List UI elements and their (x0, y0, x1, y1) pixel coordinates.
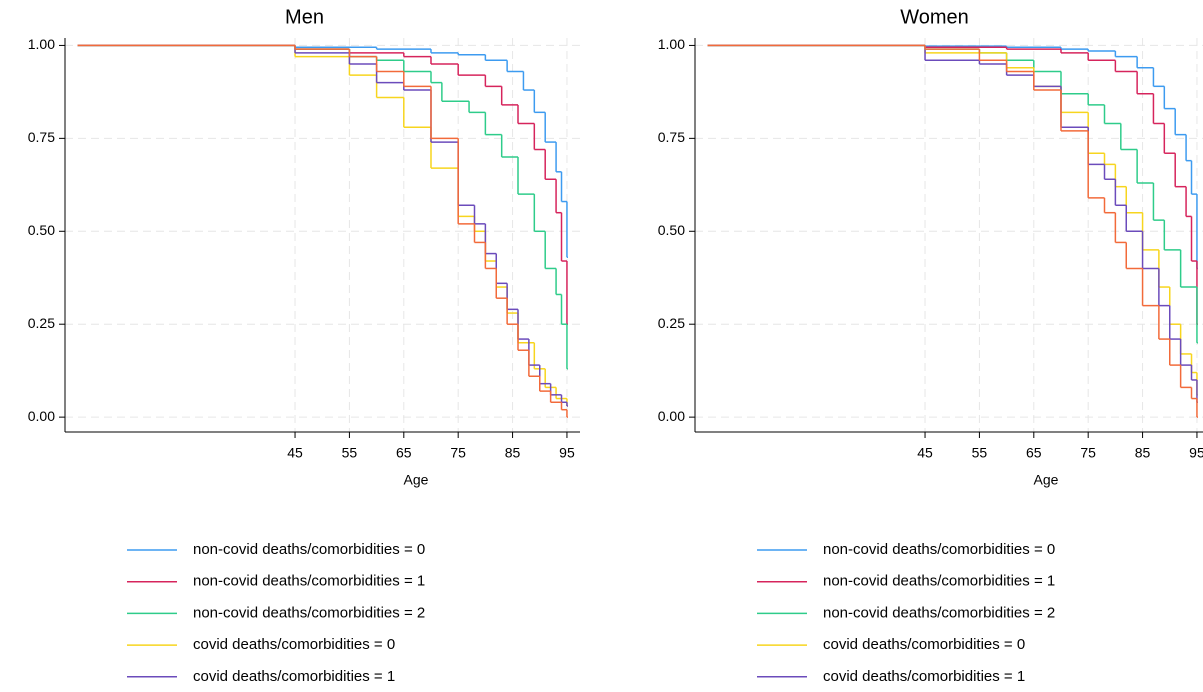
series (77, 44, 568, 407)
series (77, 44, 568, 418)
series (77, 44, 568, 325)
x-tick-label: 75 (450, 445, 466, 461)
legend-label: non-covid deaths/comorbidities = 2 (193, 604, 425, 621)
y-tick-label: 1.00 (28, 36, 55, 52)
series (77, 44, 568, 259)
x-tick-label: 75 (1080, 445, 1096, 461)
legend-label: non-covid deaths/comorbidities = 1 (193, 573, 425, 590)
x-tick-label: 55 (342, 445, 358, 461)
y-tick-label: 1.00 (658, 36, 685, 52)
legend-label: non-covid deaths/comorbidities = 1 (823, 573, 1055, 590)
series (707, 44, 1198, 270)
series (707, 44, 1198, 344)
y-tick-label: 0.00 (28, 408, 55, 424)
x-tick-label: 55 (972, 445, 988, 461)
legend-label: non-covid deaths/comorbidities = 0 (193, 541, 425, 558)
legend-label: covid deaths/comorbidities = 0 (193, 636, 395, 653)
x-axis-label: Age (404, 472, 429, 488)
x-tick-label: 65 (1026, 445, 1042, 461)
legend-label: non-covid deaths/comorbidities = 0 (823, 541, 1055, 558)
series (707, 44, 1198, 396)
y-tick-label: 0.00 (658, 408, 685, 424)
legend-label: covid deaths/comorbidities = 1 (193, 668, 395, 685)
series (77, 44, 568, 407)
x-tick-label: 85 (1135, 445, 1151, 461)
x-tick-label: 95 (1189, 445, 1203, 461)
legend-label: covid deaths/comorbidities = 0 (823, 636, 1025, 653)
legend-label: covid deaths/comorbidities = 1 (823, 668, 1025, 685)
series (707, 44, 1198, 325)
x-tick-label: 65 (396, 445, 412, 461)
y-tick-label: 0.75 (658, 129, 685, 145)
y-tick-label: 0.50 (28, 222, 55, 238)
chart-title: Women (900, 6, 969, 28)
x-tick-label: 45 (917, 445, 933, 461)
series (77, 44, 568, 370)
panel: Men 0.00 0.25 0.50 0.75 1.00 45 55 65 75 85 95 Age no… (28, 6, 580, 685)
series (707, 44, 1198, 404)
y-tick-label: 0.25 (28, 315, 55, 331)
x-tick-label: 95 (559, 445, 575, 461)
panel: Women 0.00 0.25 0.50 0.75 1.00 45 55 65 75 85 95 Age… (658, 6, 1203, 685)
y-tick-label: 0.50 (658, 222, 685, 238)
x-tick-label: 85 (505, 445, 521, 461)
series (707, 44, 1198, 418)
y-tick-label: 0.25 (658, 315, 685, 331)
x-axis-label: Age (1034, 472, 1059, 488)
legend-label: non-covid deaths/comorbidities = 2 (823, 604, 1055, 621)
chart-title: Men (285, 6, 324, 28)
x-tick-label: 45 (287, 445, 303, 461)
y-tick-label: 0.75 (28, 129, 55, 145)
